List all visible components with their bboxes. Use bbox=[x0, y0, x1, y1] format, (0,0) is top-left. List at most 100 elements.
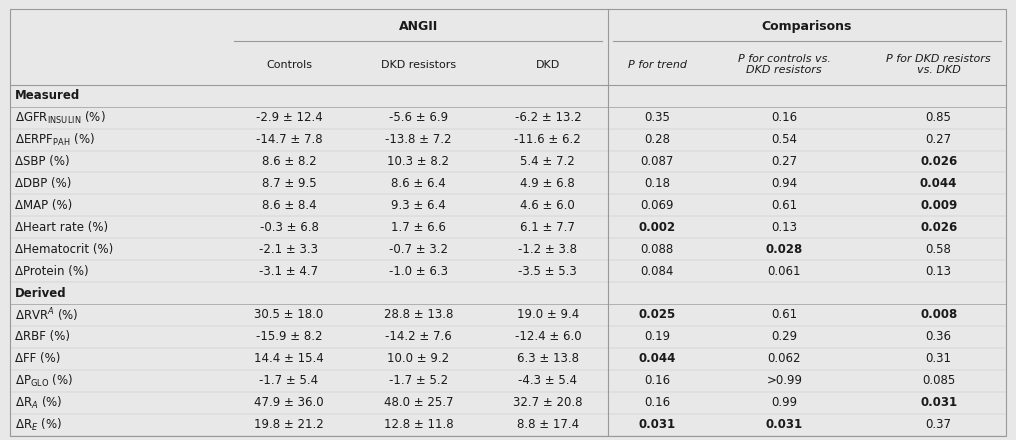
Text: ANGII: ANGII bbox=[398, 20, 438, 33]
Text: 0.084: 0.084 bbox=[641, 264, 674, 278]
Text: ΔP$_\mathregular{GLO}$ (%): ΔP$_\mathregular{GLO}$ (%) bbox=[15, 373, 73, 389]
Text: ΔProtein (%): ΔProtein (%) bbox=[15, 264, 88, 278]
Text: P for DKD resistors
vs. DKD: P for DKD resistors vs. DKD bbox=[886, 54, 991, 76]
Text: 8.6 ± 8.4: 8.6 ± 8.4 bbox=[262, 199, 316, 212]
Text: 0.002: 0.002 bbox=[639, 221, 676, 234]
Text: 0.58: 0.58 bbox=[926, 243, 952, 256]
Text: -11.6 ± 6.2: -11.6 ± 6.2 bbox=[514, 133, 581, 146]
Text: 0.31: 0.31 bbox=[926, 352, 952, 365]
Text: 0.085: 0.085 bbox=[922, 374, 955, 387]
Text: -13.8 ± 7.2: -13.8 ± 7.2 bbox=[385, 133, 452, 146]
Text: 0.35: 0.35 bbox=[644, 111, 671, 124]
Text: 0.044: 0.044 bbox=[919, 177, 957, 190]
Text: 6.1 ± 7.7: 6.1 ± 7.7 bbox=[520, 221, 575, 234]
Text: P for controls vs.
DKD resistors: P for controls vs. DKD resistors bbox=[738, 54, 831, 76]
Text: -1.0 ± 6.3: -1.0 ± 6.3 bbox=[389, 264, 448, 278]
Text: 47.9 ± 36.0: 47.9 ± 36.0 bbox=[254, 396, 324, 409]
Text: P for trend: P for trend bbox=[628, 60, 687, 70]
FancyBboxPatch shape bbox=[10, 85, 1006, 106]
Text: ΔHematocrit (%): ΔHematocrit (%) bbox=[15, 243, 114, 256]
Text: 8.8 ± 17.4: 8.8 ± 17.4 bbox=[517, 418, 579, 431]
Text: 0.009: 0.009 bbox=[920, 199, 957, 212]
Text: -14.7 ± 7.8: -14.7 ± 7.8 bbox=[256, 133, 322, 146]
Text: 10.3 ± 8.2: 10.3 ± 8.2 bbox=[387, 155, 449, 168]
Text: Controls: Controls bbox=[266, 60, 312, 70]
Text: ΔSBP (%): ΔSBP (%) bbox=[15, 155, 70, 168]
Text: 0.28: 0.28 bbox=[644, 133, 671, 146]
FancyBboxPatch shape bbox=[10, 348, 1006, 370]
Text: 0.16: 0.16 bbox=[644, 374, 671, 387]
Text: 30.5 ± 18.0: 30.5 ± 18.0 bbox=[254, 308, 323, 322]
Text: 0.025: 0.025 bbox=[639, 308, 676, 322]
Text: ΔR$_A$ (%): ΔR$_A$ (%) bbox=[15, 395, 63, 411]
FancyBboxPatch shape bbox=[10, 216, 1006, 238]
Text: 0.031: 0.031 bbox=[639, 418, 676, 431]
Text: 0.026: 0.026 bbox=[920, 155, 957, 168]
Text: 0.18: 0.18 bbox=[644, 177, 671, 190]
Text: 0.026: 0.026 bbox=[920, 221, 957, 234]
Text: 0.008: 0.008 bbox=[920, 308, 957, 322]
Text: 19.8 ± 21.2: 19.8 ± 21.2 bbox=[254, 418, 324, 431]
Text: -3.1 ± 4.7: -3.1 ± 4.7 bbox=[259, 264, 318, 278]
Text: 1.7 ± 6.6: 1.7 ± 6.6 bbox=[391, 221, 446, 234]
FancyBboxPatch shape bbox=[10, 326, 1006, 348]
Text: -0.3 ± 6.8: -0.3 ± 6.8 bbox=[259, 221, 318, 234]
Text: 0.94: 0.94 bbox=[771, 177, 798, 190]
FancyBboxPatch shape bbox=[10, 392, 1006, 414]
Text: 5.4 ± 7.2: 5.4 ± 7.2 bbox=[520, 155, 575, 168]
FancyBboxPatch shape bbox=[10, 304, 1006, 326]
Text: 19.0 ± 9.4: 19.0 ± 9.4 bbox=[517, 308, 579, 322]
FancyBboxPatch shape bbox=[10, 194, 1006, 216]
Text: 8.6 ± 6.4: 8.6 ± 6.4 bbox=[391, 177, 446, 190]
Text: ΔRBF (%): ΔRBF (%) bbox=[15, 330, 70, 343]
Text: -0.7 ± 3.2: -0.7 ± 3.2 bbox=[389, 243, 448, 256]
Text: 6.3 ± 13.8: 6.3 ± 13.8 bbox=[517, 352, 579, 365]
FancyBboxPatch shape bbox=[10, 172, 1006, 194]
Text: DKD: DKD bbox=[535, 60, 560, 70]
Text: 0.087: 0.087 bbox=[641, 155, 674, 168]
Text: 0.088: 0.088 bbox=[641, 243, 674, 256]
Text: Measured: Measured bbox=[15, 89, 80, 102]
FancyBboxPatch shape bbox=[10, 128, 1006, 150]
Text: -1.7 ± 5.2: -1.7 ± 5.2 bbox=[389, 374, 448, 387]
Text: 0.36: 0.36 bbox=[926, 330, 952, 343]
FancyBboxPatch shape bbox=[10, 44, 1006, 85]
Text: ΔGFR$_\mathregular{INSULIN}$ (%): ΔGFR$_\mathregular{INSULIN}$ (%) bbox=[15, 110, 106, 126]
Text: 0.61: 0.61 bbox=[771, 308, 798, 322]
Text: Derived: Derived bbox=[15, 286, 67, 300]
Text: 0.27: 0.27 bbox=[926, 133, 952, 146]
Text: 8.7 ± 9.5: 8.7 ± 9.5 bbox=[262, 177, 316, 190]
Text: 48.0 ± 25.7: 48.0 ± 25.7 bbox=[384, 396, 453, 409]
FancyBboxPatch shape bbox=[10, 150, 1006, 172]
Text: ΔHeart rate (%): ΔHeart rate (%) bbox=[15, 221, 109, 234]
Text: -14.2 ± 7.6: -14.2 ± 7.6 bbox=[385, 330, 452, 343]
Text: ΔDBP (%): ΔDBP (%) bbox=[15, 177, 71, 190]
Text: -15.9 ± 8.2: -15.9 ± 8.2 bbox=[256, 330, 322, 343]
Text: 0.27: 0.27 bbox=[771, 155, 798, 168]
FancyBboxPatch shape bbox=[10, 414, 1006, 436]
FancyBboxPatch shape bbox=[10, 260, 1006, 282]
Text: ΔERPF$_\mathregular{PAH}$ (%): ΔERPF$_\mathregular{PAH}$ (%) bbox=[15, 132, 96, 147]
Text: 8.6 ± 8.2: 8.6 ± 8.2 bbox=[262, 155, 316, 168]
Text: >0.99: >0.99 bbox=[766, 374, 803, 387]
Text: 10.0 ± 9.2: 10.0 ± 9.2 bbox=[387, 352, 449, 365]
Text: 12.8 ± 11.8: 12.8 ± 11.8 bbox=[384, 418, 453, 431]
Text: 0.16: 0.16 bbox=[771, 111, 798, 124]
FancyBboxPatch shape bbox=[10, 9, 1006, 44]
Text: 9.3 ± 6.4: 9.3 ± 6.4 bbox=[391, 199, 446, 212]
Text: 0.29: 0.29 bbox=[771, 330, 798, 343]
FancyBboxPatch shape bbox=[10, 282, 1006, 304]
Text: -3.5 ± 5.3: -3.5 ± 5.3 bbox=[518, 264, 577, 278]
Text: 0.54: 0.54 bbox=[771, 133, 798, 146]
Text: -12.4 ± 6.0: -12.4 ± 6.0 bbox=[514, 330, 581, 343]
Text: 4.9 ± 6.8: 4.9 ± 6.8 bbox=[520, 177, 575, 190]
Text: 4.6 ± 6.0: 4.6 ± 6.0 bbox=[520, 199, 575, 212]
Text: 14.4 ± 15.4: 14.4 ± 15.4 bbox=[254, 352, 324, 365]
Text: -5.6 ± 6.9: -5.6 ± 6.9 bbox=[389, 111, 448, 124]
Text: 0.062: 0.062 bbox=[767, 352, 801, 365]
Text: -2.9 ± 12.4: -2.9 ± 12.4 bbox=[256, 111, 322, 124]
Text: Comparisons: Comparisons bbox=[762, 20, 851, 33]
Text: -6.2 ± 13.2: -6.2 ± 13.2 bbox=[514, 111, 581, 124]
Text: ΔRVR$^A$ (%): ΔRVR$^A$ (%) bbox=[15, 306, 79, 324]
Text: 0.99: 0.99 bbox=[771, 396, 798, 409]
